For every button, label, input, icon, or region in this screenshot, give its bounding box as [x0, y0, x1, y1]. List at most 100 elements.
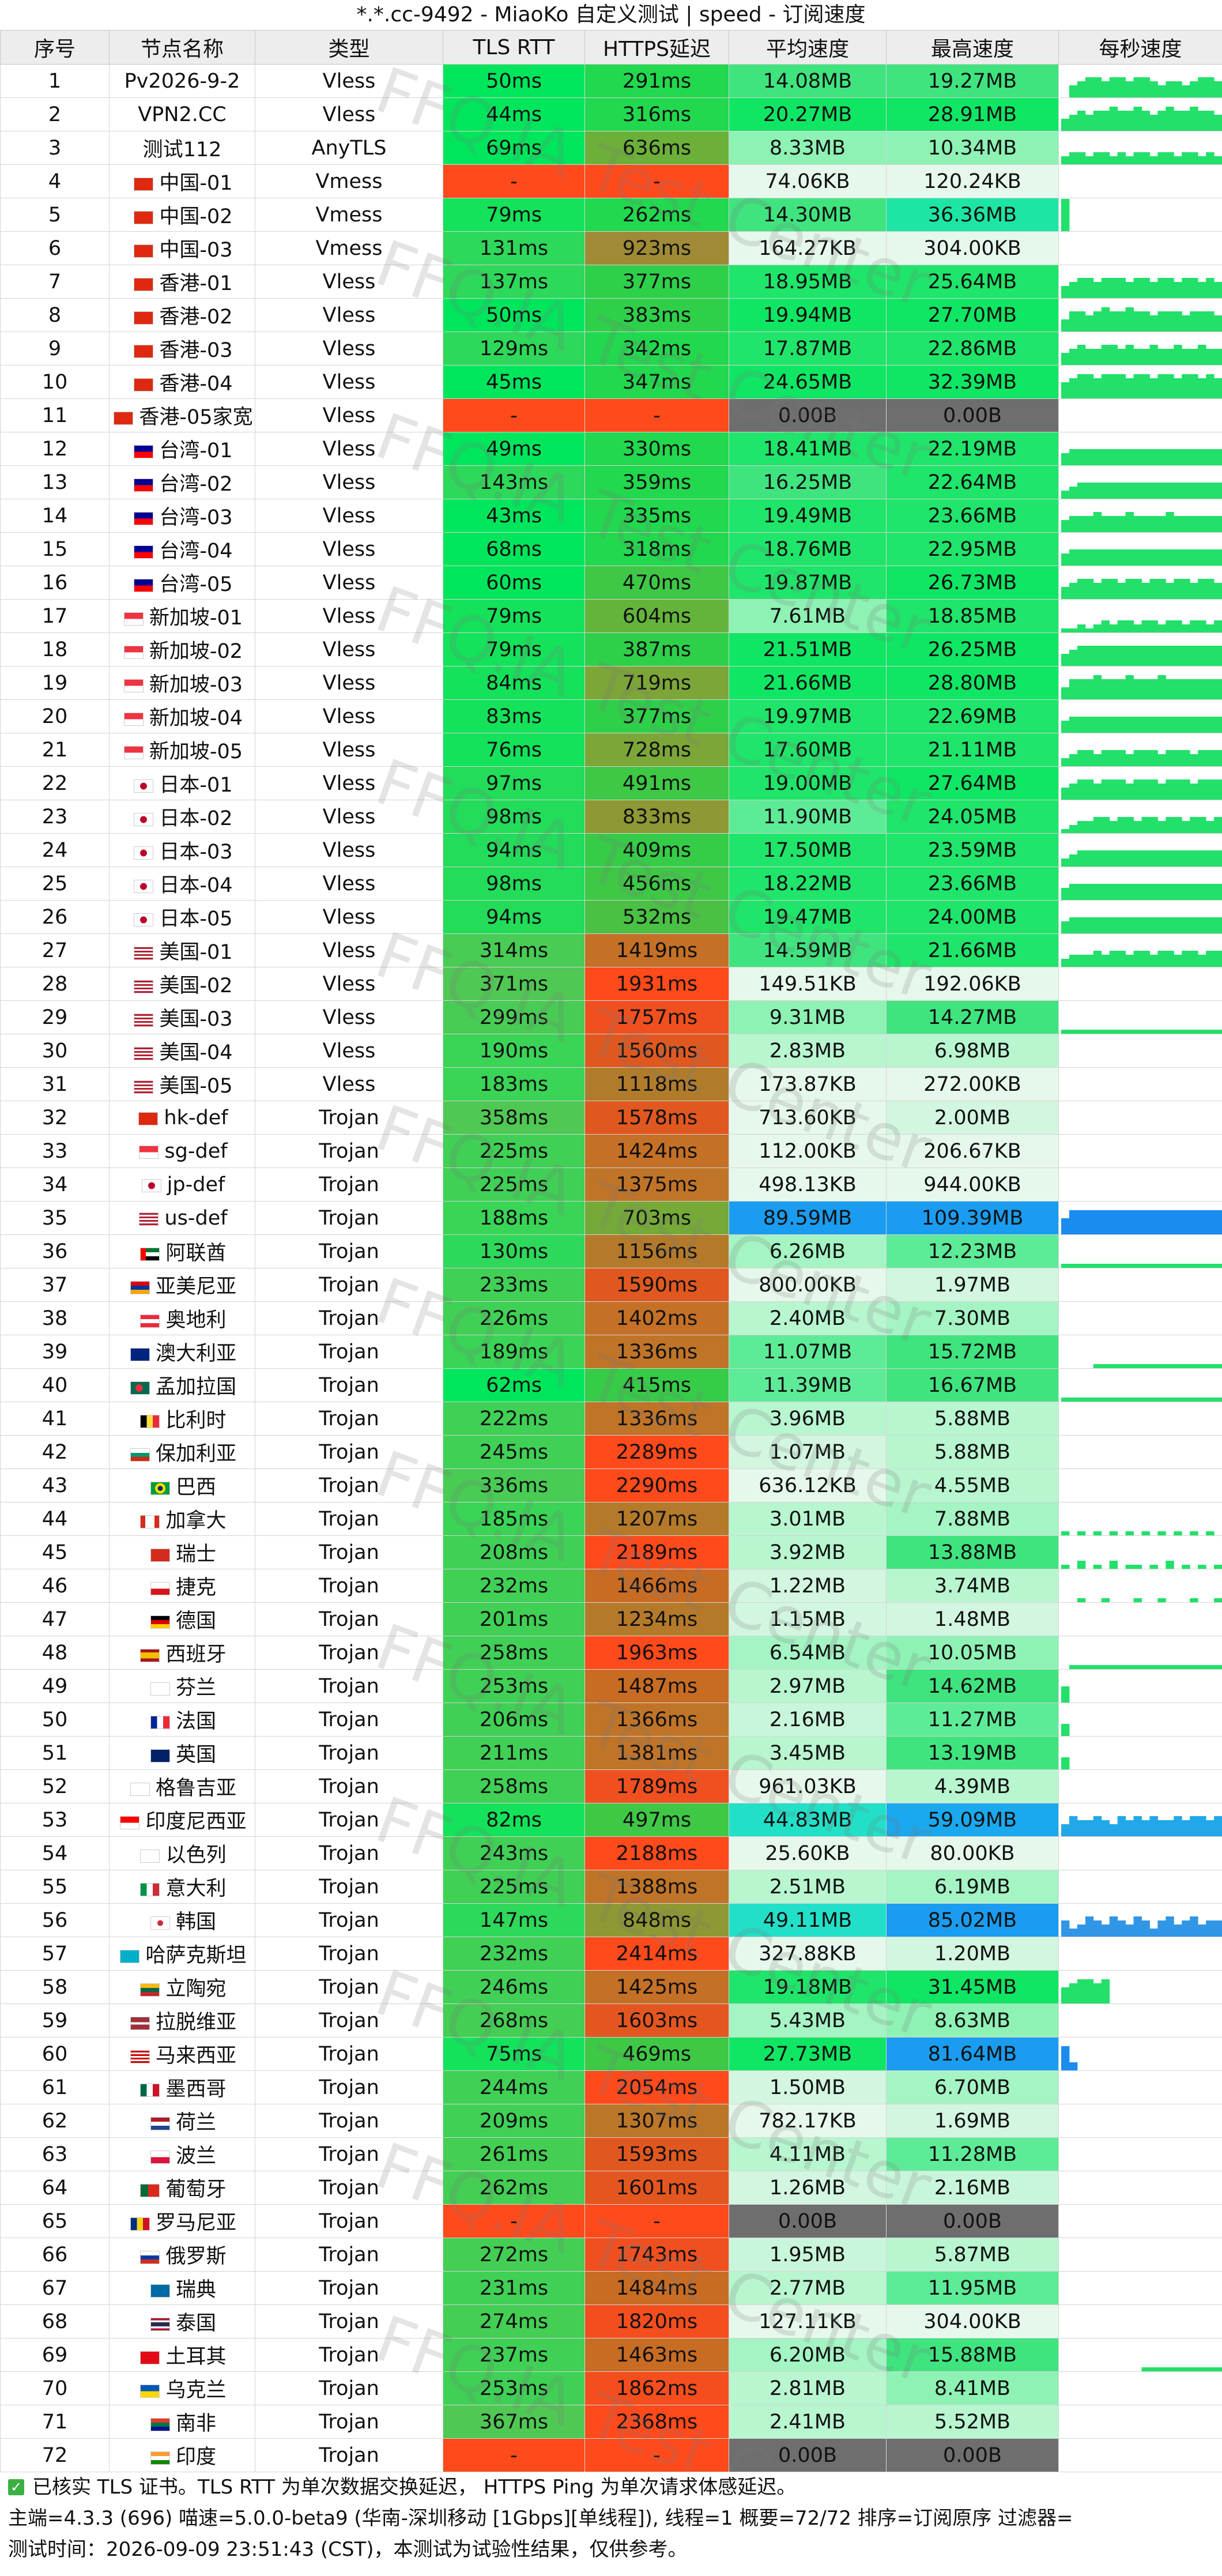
- sparkline-bar: [1174, 779, 1182, 800]
- table-row: 9 香港-03 Vless 129ms 342ms 17.87MB 22.86MB: [0, 332, 1222, 366]
- flag-nl-icon: [150, 2117, 170, 2130]
- speed-sparkline: [1058, 1769, 1222, 1803]
- row-number: 60: [0, 2037, 110, 2071]
- speed-sparkline: [1058, 1301, 1222, 1335]
- sparkline-bar: [1174, 378, 1182, 398]
- table-row: 27 美国-01 Vless 314ms 1419ms 14.59MB 21.66MB: [0, 933, 1222, 967]
- avg-speed: 3.92MB: [729, 1535, 887, 1569]
- sparkline-bar: [1206, 624, 1215, 632]
- node-name-text: 立陶宛: [165, 1978, 227, 2001]
- https-latency: 1425ms: [584, 1970, 729, 2004]
- row-number: 18: [0, 632, 110, 666]
- tls-rtt: 246ms: [443, 1970, 585, 2004]
- col-avg-header: 平均速度: [729, 30, 887, 65]
- sparkline-bar: [1117, 1029, 1126, 1034]
- node-type: Trojan: [255, 2037, 443, 2071]
- node-name: sg-def: [109, 1134, 255, 1168]
- avg-speed: 17.60MB: [729, 733, 887, 767]
- sparkline-bar: [1198, 917, 1206, 933]
- col-max-header: 最高速度: [886, 30, 1059, 65]
- sparkline-bar: [1157, 482, 1166, 499]
- max-speed: 28.91MB: [886, 97, 1059, 131]
- node-type: Trojan: [255, 2238, 443, 2272]
- node-name: 墨西哥: [109, 2070, 255, 2104]
- speed-sparkline: [1058, 1970, 1222, 2004]
- https-latency: 330ms: [584, 432, 729, 466]
- node-type: Trojan: [255, 1970, 443, 2004]
- speed-sparkline: [1058, 532, 1222, 566]
- sparkline-bar: [1101, 917, 1110, 933]
- sparkline-bar: [1061, 586, 1070, 599]
- sparkline-bar: [1214, 1664, 1222, 1669]
- avg-speed: 164.27KB: [729, 231, 887, 265]
- table-row: 42 保加利亚 Trojan 245ms 2289ms 1.07MB 5.88MB: [0, 1435, 1222, 1469]
- sparkline-bar: [1166, 449, 1174, 465]
- sparkline-bar: [1077, 578, 1086, 599]
- sparkline-bar: [1141, 1397, 1150, 1402]
- flag-ae-icon: [140, 1248, 160, 1261]
- flag-tw-icon: [134, 479, 154, 492]
- speed-sparkline: [1058, 1636, 1222, 1670]
- flag-sg-icon: [139, 1145, 159, 1159]
- tls-rtt: 262ms: [443, 2171, 585, 2205]
- tls-rtt: 82ms: [443, 1803, 585, 1837]
- max-speed: 8.63MB: [886, 2003, 1059, 2038]
- tls-rtt: 94ms: [443, 833, 585, 867]
- https-latency: 318ms: [584, 532, 729, 566]
- sparkline-bar: [1198, 1924, 1206, 1937]
- sparkline-bar: [1117, 816, 1126, 833]
- sparkline-bar: [1157, 783, 1166, 800]
- flag-th-icon: [150, 2318, 170, 2331]
- flag-ru-icon: [140, 2251, 160, 2264]
- avg-speed: 11.39MB: [729, 1368, 887, 1402]
- sparkline-bar: [1077, 515, 1086, 532]
- https-latency: 1307ms: [584, 2104, 729, 2138]
- sparkline-bar: [1077, 679, 1086, 699]
- sparkline-bar: [1157, 515, 1166, 532]
- node-name: 印度: [109, 2438, 255, 2472]
- node-name: 荷兰: [109, 2104, 255, 2138]
- sparkline-bar: [1182, 2367, 1190, 2371]
- flag-hk-icon: [134, 345, 154, 358]
- table-row: 26 日本-05 Vless 94ms 532ms 19.47MB 24.00MB: [0, 900, 1222, 934]
- speed-sparkline: [1058, 2271, 1222, 2305]
- tls-rtt: 358ms: [443, 1101, 585, 1135]
- flag-us-icon: [134, 980, 154, 993]
- node-name-text: 香港-04: [159, 372, 233, 396]
- sparkline-bar: [1174, 549, 1182, 566]
- sparkline-bar: [1101, 110, 1110, 131]
- sparkline-bar: [1206, 482, 1215, 499]
- sparkline-bar: [1141, 277, 1150, 298]
- avg-speed: 20.27MB: [729, 97, 887, 131]
- node-type: Vless: [255, 900, 443, 934]
- sparkline-bar: [1190, 515, 1198, 532]
- sparkline-bar: [1125, 754, 1134, 766]
- node-name-text: 台湾-05: [159, 573, 233, 596]
- sparkline-bar: [1198, 1364, 1206, 1368]
- node-type: Trojan: [255, 1435, 443, 1469]
- sparkline-bar: [1125, 1664, 1134, 1669]
- node-type: Trojan: [255, 1368, 443, 1402]
- sparkline-bar: [1109, 311, 1118, 332]
- sparkline-bar: [1157, 1397, 1166, 1402]
- sparkline-bar: [1117, 779, 1126, 800]
- sparkline-bar: [1101, 1820, 1110, 1836]
- row-number: 20: [0, 699, 110, 733]
- https-latency: 409ms: [584, 833, 729, 867]
- avg-speed: 25.60KB: [729, 1836, 887, 1870]
- node-name: 加拿大: [109, 1502, 255, 1536]
- sparkline-bar: [1093, 1816, 1102, 1836]
- tls-rtt: 143ms: [443, 465, 585, 499]
- avg-speed: 6.26MB: [729, 1234, 887, 1268]
- avg-speed: 11.07MB: [729, 1335, 887, 1369]
- sparkline-bar: [1206, 2367, 1215, 2371]
- speed-sparkline: [1058, 1669, 1222, 1703]
- check-icon: ✓: [8, 2479, 24, 2495]
- sparkline-bar: [1133, 578, 1142, 599]
- node-name: 哈萨克斯坦: [109, 1937, 255, 1971]
- sparkline-bar: [1206, 515, 1215, 532]
- sparkline-bar: [1149, 1564, 1158, 1569]
- avg-speed: 327.88KB: [729, 1937, 887, 1971]
- row-number: 21: [0, 733, 110, 767]
- sparkline-bar: [1093, 816, 1102, 833]
